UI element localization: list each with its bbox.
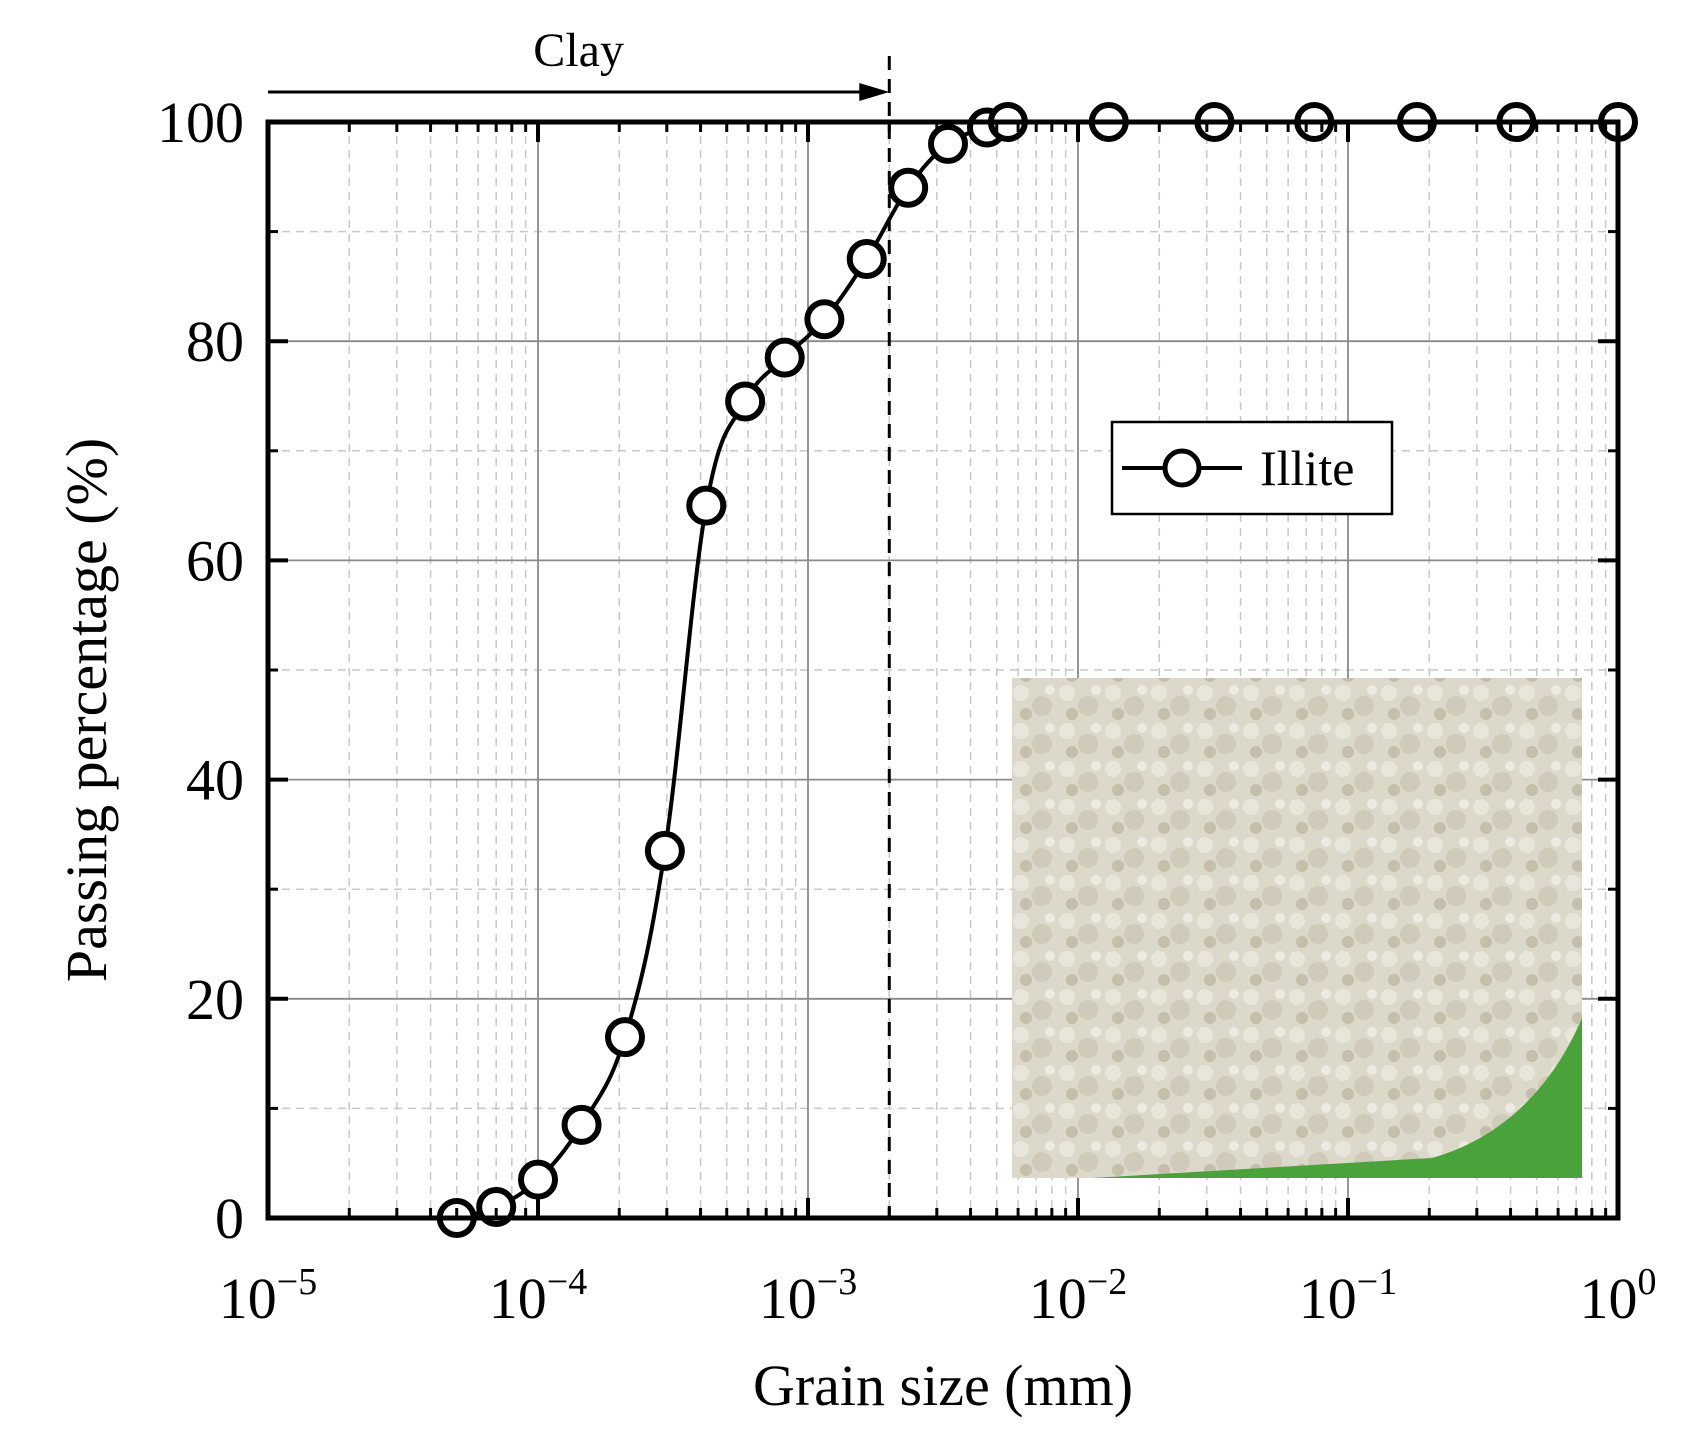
x-tick-base: 10 [489, 1266, 547, 1331]
x-tick-base: 10 [1029, 1266, 1087, 1331]
legend-label-illite: Illite [1260, 440, 1354, 496]
y-tick-label: 80 [186, 309, 244, 374]
legend: Illite [1110, 420, 1394, 516]
data-point-illite [518, 1159, 558, 1200]
x-tick-label: 10−2 [1029, 1261, 1127, 1331]
inset-soil [1012, 678, 1582, 1178]
y-axis-title: Passing percentage (%) [54, 438, 119, 982]
data-point-illite [764, 337, 805, 378]
x-tick-exponent: 0 [1638, 1261, 1657, 1303]
y-tick-labels: 0 20 40 60 80 100 [157, 90, 244, 1251]
x-tick-base: 10 [1580, 1266, 1638, 1331]
x-tick-base: 10 [759, 1266, 817, 1331]
data-point-illite [927, 123, 968, 164]
x-tick-exponent: −5 [277, 1261, 317, 1303]
data-point-illite [888, 167, 929, 208]
inset-soil-highlight [1012, 678, 1582, 1178]
x-tick-exponent: −4 [547, 1261, 587, 1303]
data-point-illite [686, 485, 727, 526]
data-point-illite [561, 1104, 602, 1145]
clay-arrow-head [859, 83, 890, 101]
data-point-illite [846, 239, 887, 279]
x-tick-label: 100 [1580, 1261, 1657, 1331]
x-tick-label: 10−1 [1299, 1261, 1397, 1331]
y-tick-label: 60 [186, 528, 244, 593]
data-point-illite [604, 1017, 645, 1058]
x-tick-label: 10−4 [489, 1261, 587, 1331]
clay-label: Clay [533, 24, 624, 77]
y-tick-label: 0 [215, 1186, 244, 1251]
y-tick-label: 20 [186, 967, 244, 1032]
x-tick-label: 10−3 [759, 1261, 857, 1331]
x-tick-label: 10−5 [219, 1261, 317, 1331]
data-point-illite [644, 830, 685, 871]
y-tick-label: 40 [186, 748, 244, 813]
soil-photo-inset [1012, 678, 1582, 1178]
clay-annotation: Clay [268, 24, 890, 101]
y-tick-label: 100 [157, 90, 244, 155]
x-tick-base: 10 [219, 1266, 277, 1331]
data-point-illite [725, 381, 766, 422]
x-tick-labels: 10−5 10−4 10−3 10−2 10−1 100 [219, 1261, 1657, 1331]
data-point-illite [804, 299, 845, 340]
axis-ticks [266, 120, 1620, 1220]
x-tick-exponent: −2 [1087, 1261, 1127, 1303]
x-axis-title: Grain size (mm) [753, 1353, 1133, 1418]
x-tick-base: 10 [1299, 1266, 1357, 1331]
x-tick-exponent: −3 [817, 1261, 857, 1303]
legend-marker-swatch [1162, 448, 1202, 488]
x-tick-exponent: −1 [1357, 1261, 1397, 1303]
